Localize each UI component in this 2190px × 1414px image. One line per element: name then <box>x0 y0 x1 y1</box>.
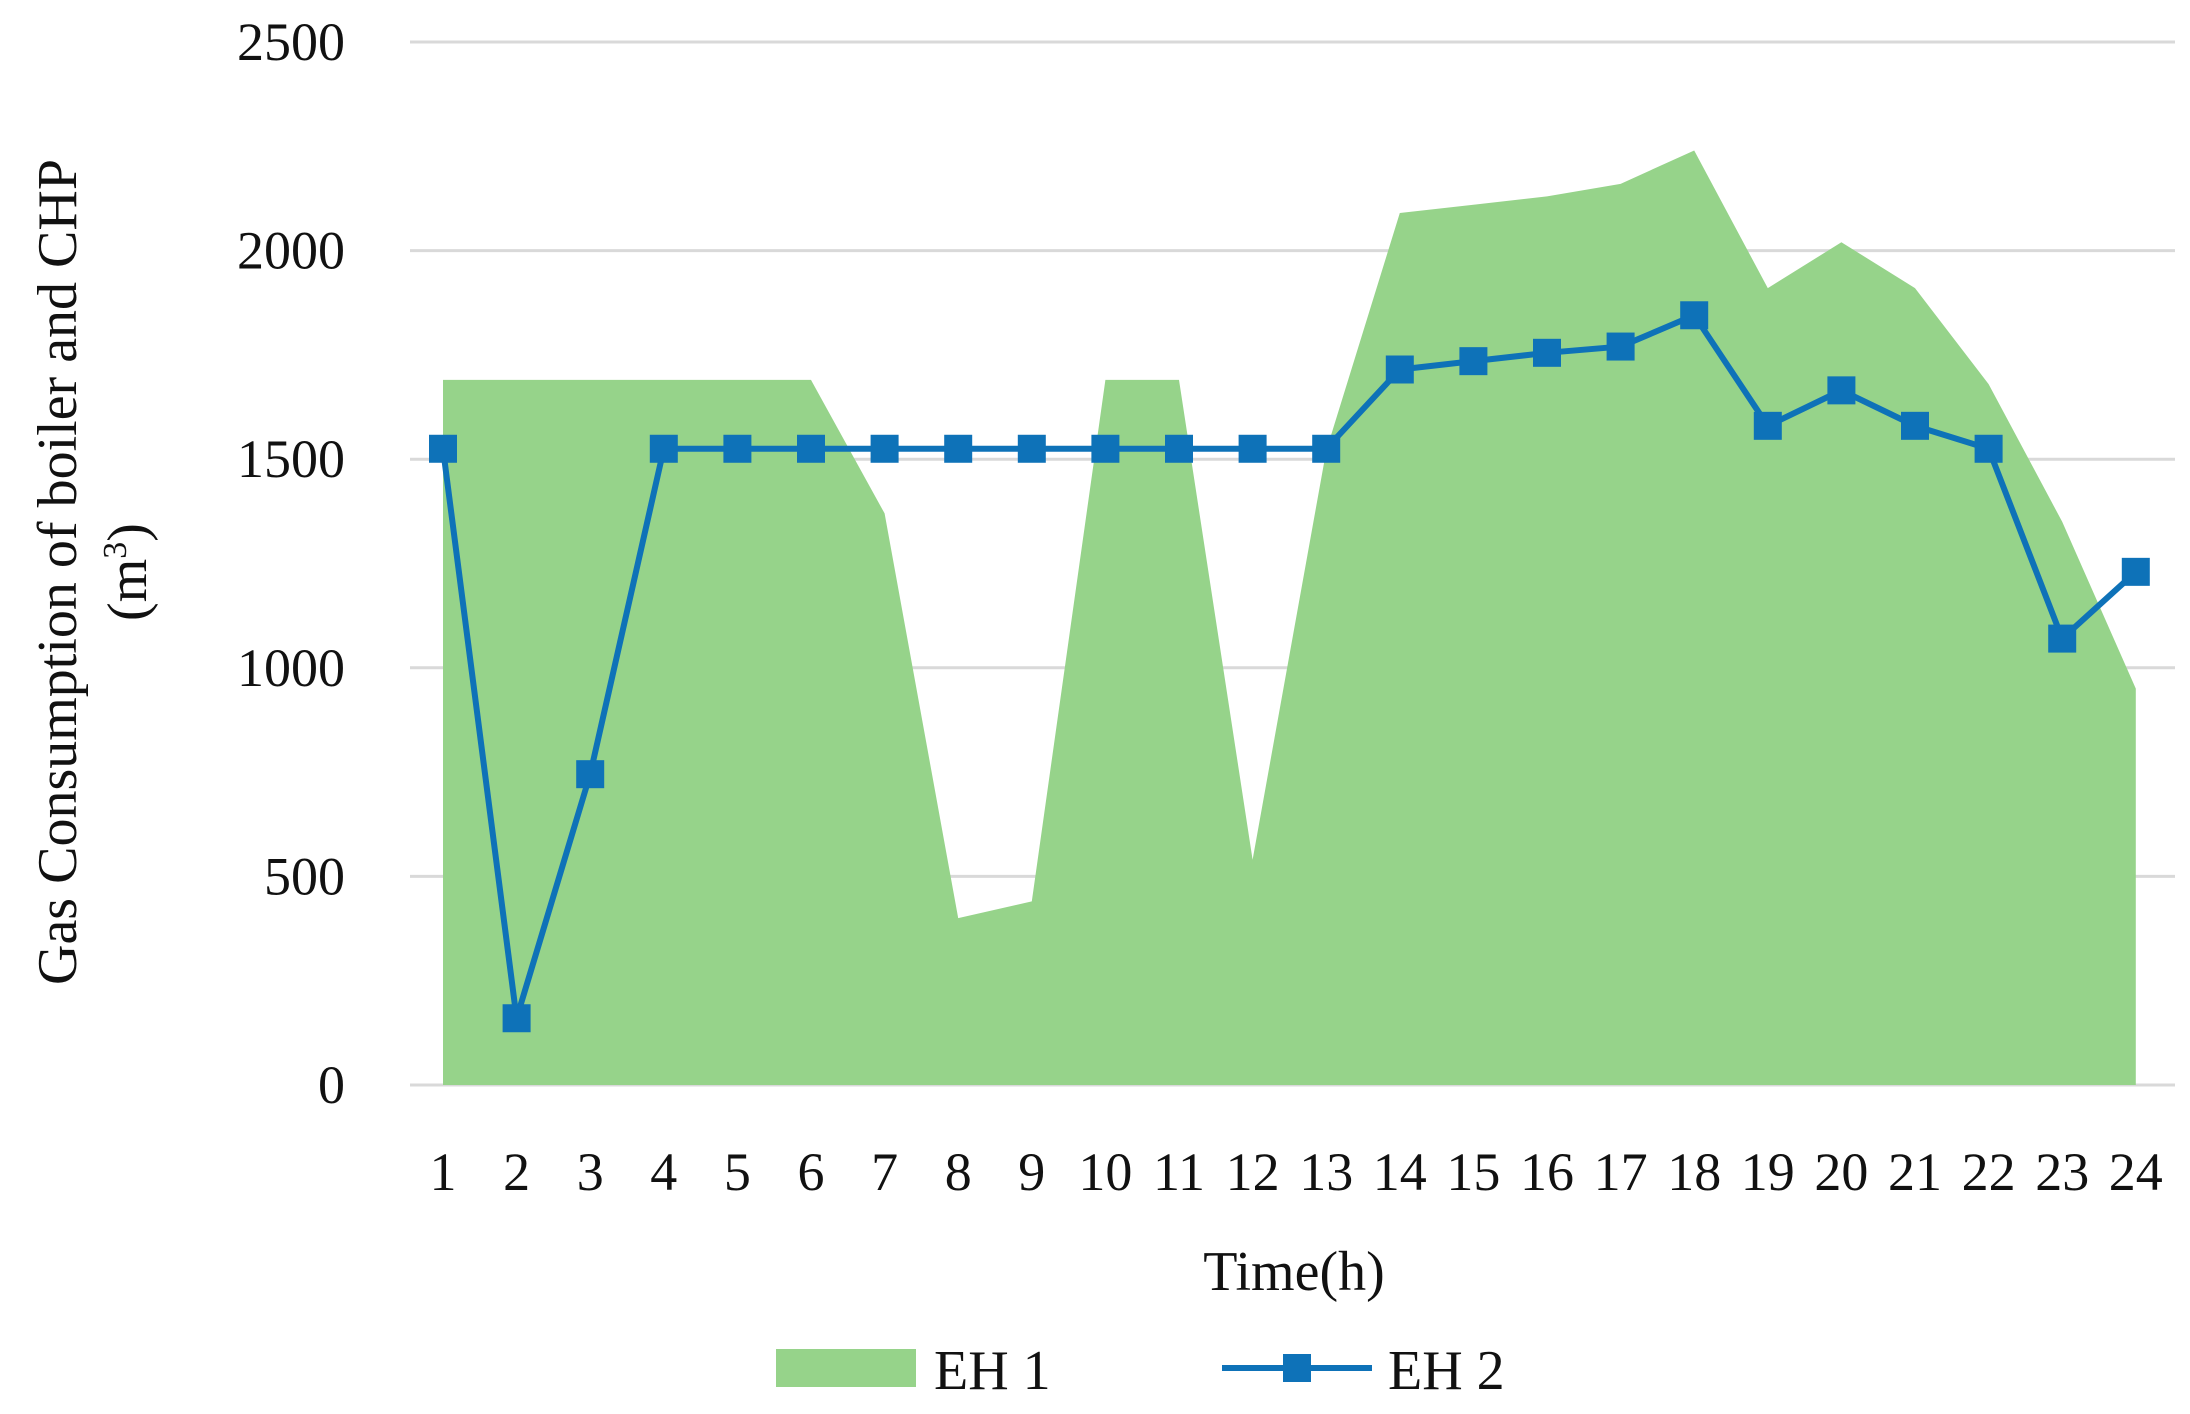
eh2-marker <box>1312 434 1341 463</box>
eh2-marker <box>502 1004 531 1033</box>
legend-eh2-label: EH 2 <box>1388 1340 1505 1402</box>
legend: EH 1 EH 2 <box>776 1340 1505 1402</box>
eh1-area <box>443 150 2136 1086</box>
x-tick-label: 15 <box>1446 1142 1500 1202</box>
x-tick-label: 5 <box>724 1142 751 1202</box>
x-tick-label: 9 <box>1018 1142 1045 1202</box>
x-tick-label: 8 <box>945 1142 972 1202</box>
legend-eh2-marker <box>1283 1354 1311 1382</box>
eh2-marker <box>1238 434 1267 463</box>
y-tick-label: 500 <box>264 846 345 906</box>
legend-eh1-swatch <box>776 1349 916 1387</box>
eh2-marker <box>1017 434 1046 463</box>
x-tick-label: 22 <box>1962 1142 2016 1202</box>
eh2-marker <box>1385 355 1414 384</box>
eh2-marker <box>870 434 899 463</box>
y-axis-title: Gas Consumption of boiler and CHP <box>27 159 89 985</box>
y-tick-labels: 0 500 1000 1500 2000 2500 <box>237 12 345 1115</box>
y-tick-label: 1000 <box>237 638 345 698</box>
x-tick-label: 1 <box>430 1142 457 1202</box>
y-tick-label: 1500 <box>237 429 345 489</box>
x-tick-label: 6 <box>798 1142 825 1202</box>
eh1-area-layer <box>443 150 2136 1086</box>
x-tick-label: 14 <box>1373 1142 1427 1202</box>
x-tick-label: 18 <box>1667 1142 1721 1202</box>
y-tick-label: 2000 <box>237 221 345 281</box>
x-axis-title: Time(h) <box>1203 1241 1385 1303</box>
eh2-marker <box>1901 411 1929 440</box>
x-tick-label: 2 <box>503 1142 530 1202</box>
eh2-markers <box>429 301 2150 1033</box>
eh2-marker <box>1091 434 1120 463</box>
x-tick-label: 19 <box>1741 1142 1795 1202</box>
eh2-marker <box>1680 301 1709 330</box>
eh2-marker <box>576 760 605 789</box>
y-axis-unit-sup: 3 <box>97 542 134 559</box>
eh2-marker <box>649 434 678 463</box>
x-tick-label: 4 <box>650 1142 677 1202</box>
eh2-marker <box>2048 624 2077 653</box>
eh2-marker <box>2121 557 2150 586</box>
eh2-marker <box>1459 347 1488 376</box>
y-axis-title-unit: (m3) <box>97 523 159 621</box>
x-tick-label: 20 <box>1814 1142 1868 1202</box>
eh2-marker <box>944 434 973 463</box>
x-tick-label: 17 <box>1594 1142 1648 1202</box>
eh2-marker <box>1827 376 1856 405</box>
x-tick-label: 12 <box>1226 1142 1280 1202</box>
y-axis-unit-close: ) <box>97 523 159 542</box>
y-axis-unit-open: (m <box>97 559 159 621</box>
y-tick-label: 2500 <box>237 12 345 72</box>
eh2-marker <box>797 434 825 463</box>
x-tick-label: 10 <box>1078 1142 1132 1202</box>
eh2-marker <box>1753 411 1782 440</box>
x-tick-label: 11 <box>1153 1142 1205 1202</box>
eh2-marker <box>1606 332 1635 361</box>
x-tick-label: 23 <box>2035 1142 2089 1202</box>
x-tick-label: 21 <box>1888 1142 1942 1202</box>
y-axis-title-line1: Gas Consumption of boiler and CHP <box>27 159 89 985</box>
x-tick-label: 16 <box>1520 1142 1574 1202</box>
eh2-marker <box>1533 338 1561 367</box>
legend-eh1-label: EH 1 <box>934 1340 1051 1402</box>
eh2-marker <box>1165 434 1193 463</box>
eh2-marker <box>1974 434 2003 463</box>
x-tick-label: 13 <box>1299 1142 1353 1202</box>
eh2-marker <box>429 434 457 463</box>
y-tick-label: 0 <box>318 1055 345 1115</box>
x-tick-label: 24 <box>2109 1142 2163 1202</box>
x-tick-label: 3 <box>577 1142 604 1202</box>
x-tick-labels: 1 2 3 4 5 6 7 8 9 10 11 12 13 14 15 16 17 18 19 20 21 22 23 24 <box>430 1142 2163 1202</box>
eh2-marker <box>723 434 752 463</box>
x-tick-label: 7 <box>871 1142 898 1202</box>
